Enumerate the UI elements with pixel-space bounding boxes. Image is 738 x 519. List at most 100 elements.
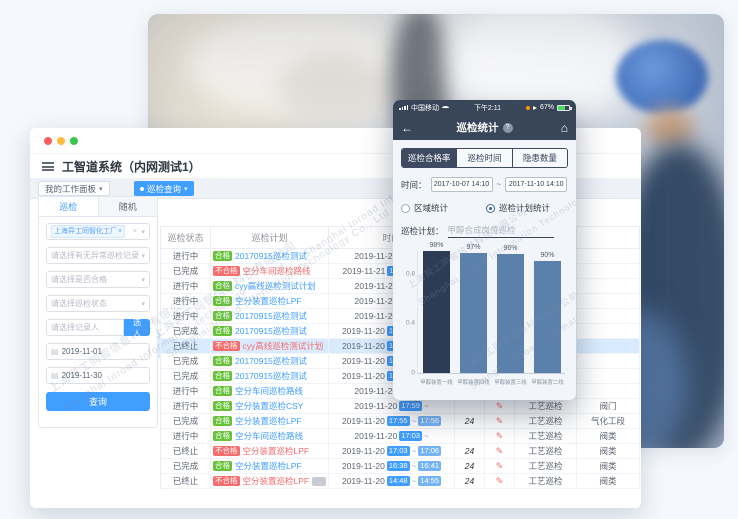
end-time-badge: 17:56 [418, 416, 442, 426]
type-cell: 工艺巡检 [515, 399, 577, 414]
recorder-placeholder: 请选择记录人 [51, 323, 99, 332]
pick-person-button[interactable]: 选人 [124, 318, 150, 338]
status-cell: 进行中 [161, 384, 211, 399]
edit-icon[interactable]: ✎ [495, 460, 504, 471]
date-end-input[interactable]: ▤ 2019-11-30 [46, 367, 150, 384]
maximize-window-button[interactable] [70, 137, 78, 145]
date-text: 2019-11-20 [341, 326, 385, 336]
plan-cell: 合格 20170915巡检测试 [211, 354, 329, 369]
date-start-input[interactable]: ▤ 2019-11-01 [46, 343, 150, 360]
type-cell: 工艺巡检 [515, 474, 577, 489]
edit-icon[interactable]: ✎ [495, 415, 504, 426]
result-badge: 合格 [213, 431, 232, 441]
table-row: 已完成 合格 空分装置巡检LPF 2019-11-20 16:38 ~16:41 24 ✎ 工艺… [161, 459, 640, 474]
back-icon[interactable]: ← [401, 120, 413, 135]
result-badge: 合格 [213, 401, 232, 411]
area-cell: 气化工段 [577, 414, 640, 429]
minimize-window-button[interactable] [57, 137, 65, 145]
radio-plan-stats[interactable]: 巡检计划统计 [486, 202, 550, 214]
status-cell: 已完成 [161, 354, 211, 369]
plan-cell: 合格 20170915巡检测试 [211, 249, 329, 264]
plan-link[interactable]: 20170915巡检测试 [235, 371, 307, 381]
status-left: 中国移动 [399, 103, 449, 113]
edit-cell: ✎ [485, 429, 515, 444]
start-time-badge: 17:03 [386, 446, 410, 456]
radio-label: 区域统计 [414, 203, 449, 213]
recorder-input[interactable]: 请选择记录人 [46, 319, 124, 336]
home-icon[interactable]: ⌂ [560, 120, 568, 135]
date-start-value: 2019-11-01 [61, 347, 102, 356]
date-end-value: 2019-11-30 [61, 371, 102, 380]
tab-label: 巡检查询 [147, 183, 182, 194]
clock-label: 下午2:11 [473, 104, 502, 112]
battery-percent: 67% [539, 104, 554, 111]
plan-cell: 合格 20170915巡检测试 [211, 324, 329, 339]
calendar-icon: ▤ [51, 371, 59, 380]
menu-icon[interactable] [42, 161, 54, 171]
tab-inspection-time[interactable]: 巡检时间 [456, 149, 512, 167]
radio-region-stats[interactable]: 区域统计 [401, 202, 448, 214]
plan-link[interactable]: 空分装置巡检LPF [235, 416, 302, 426]
help-icon[interactable]: ? [502, 122, 513, 133]
table-row: 进行中 合格 空分装置巡检CSY 2019-11-20 17:59 ~ ✎ 工艺巡检 阀门 [161, 399, 640, 414]
plan-link[interactable]: 空分车间巡检路线 [242, 266, 311, 276]
plan-link[interactable]: 空分装置巡检LPF [235, 296, 302, 306]
plan-link[interactable]: 20170915巡检测试 [235, 356, 307, 366]
segmented-tabs: 巡检合格率 巡检时间 隐患数量 [401, 148, 568, 168]
time-separator: ~ [411, 446, 417, 456]
tab-hazard-count[interactable]: 隐患数量 [511, 149, 567, 167]
tab-inspection-query[interactable]: 巡检查询 ▾ [134, 181, 194, 196]
date-text: 2019-11-20 [354, 311, 398, 321]
plan-link[interactable]: 20170915巡检测试 [235, 251, 307, 261]
select-field[interactable]: 请选择巡检状态 ▾ [46, 295, 150, 312]
plan-select[interactable]: 甲醇合成岗位巡检 [447, 224, 554, 238]
time-from-input[interactable]: 2017-10-07 14:10 [430, 177, 493, 192]
result-badge: 合格 [213, 311, 232, 321]
tab-inspection[interactable]: 巡检 [39, 197, 98, 216]
area-cell [577, 309, 640, 324]
tab-pass-rate[interactable]: 巡检合格率 [402, 149, 457, 167]
edit-icon[interactable]: ✎ [495, 430, 504, 441]
date-text: 2019-11-20 [341, 461, 385, 471]
plan-link[interactable]: cyy高线巡检测试计划 [242, 341, 324, 351]
chevron-down-icon: ▾ [141, 276, 145, 284]
factory-select[interactable]: 上海异工同智化工厂× × ▾ [46, 223, 150, 240]
end-time-badge: 16:41 [418, 461, 442, 471]
edit-icon[interactable]: ✎ [495, 475, 504, 486]
radio-label: 巡检计划统计 [499, 203, 551, 213]
status-cell: 已完成 [161, 459, 211, 474]
select-field[interactable]: 请选择有无异常巡检记录 ▾ [46, 247, 150, 264]
bar-value-label: 98% [429, 242, 444, 249]
edit-icon[interactable]: ✎ [495, 445, 504, 456]
plan-link[interactable]: 空分车间巡检路线 [235, 386, 304, 396]
time-to-input[interactable]: 2017-11-10 14:10 [505, 177, 568, 192]
plan-filter-row: 巡检计划： 甲醇合成岗位巡检 [401, 224, 568, 238]
edit-cell: ✎ [485, 399, 515, 414]
area-cell [577, 249, 640, 264]
tab-random[interactable]: 随机 [97, 197, 157, 216]
plan-link[interactable]: 空分装置巡检CSY [235, 401, 304, 411]
area-cell [577, 384, 640, 399]
tab-my-workspace[interactable]: 我的工作面板 ▾ [38, 181, 110, 196]
plan-link[interactable]: 空分装置巡检LPF [242, 476, 310, 486]
remove-tag-icon[interactable]: × [118, 228, 123, 235]
query-button[interactable]: 查询 [46, 392, 150, 411]
plan-link[interactable]: 空分装置巡检LPF [235, 461, 302, 471]
edit-icon[interactable]: ✎ [495, 400, 504, 411]
status-cell: 已终止 [161, 474, 211, 489]
plan-link[interactable]: 空分车间巡检路线 [235, 431, 304, 441]
area-cell [577, 264, 640, 279]
plan-link[interactable]: 空分装置巡检LPF [242, 446, 310, 456]
close-window-button[interactable] [44, 137, 52, 145]
plan-cell: 不合格 空分装置巡检LPF [211, 474, 329, 489]
select-field[interactable]: 请选择是否合格 ▾ [46, 271, 150, 288]
plan-link[interactable]: 20170915巡检测试 [235, 311, 307, 321]
plan-cell: 合格 cyy高线巡检测试计划 [211, 279, 329, 294]
select-placeholder: 请选择是否合格 [51, 275, 107, 284]
plan-link[interactable]: 20170915巡检测试 [235, 326, 307, 336]
clear-icon[interactable]: × [132, 228, 137, 235]
plan-cell: 合格 空分装置巡检CSY [211, 399, 329, 414]
plan-link[interactable]: cyy高线巡检测试计划 [235, 281, 316, 291]
count-cell: 24 [455, 459, 485, 474]
